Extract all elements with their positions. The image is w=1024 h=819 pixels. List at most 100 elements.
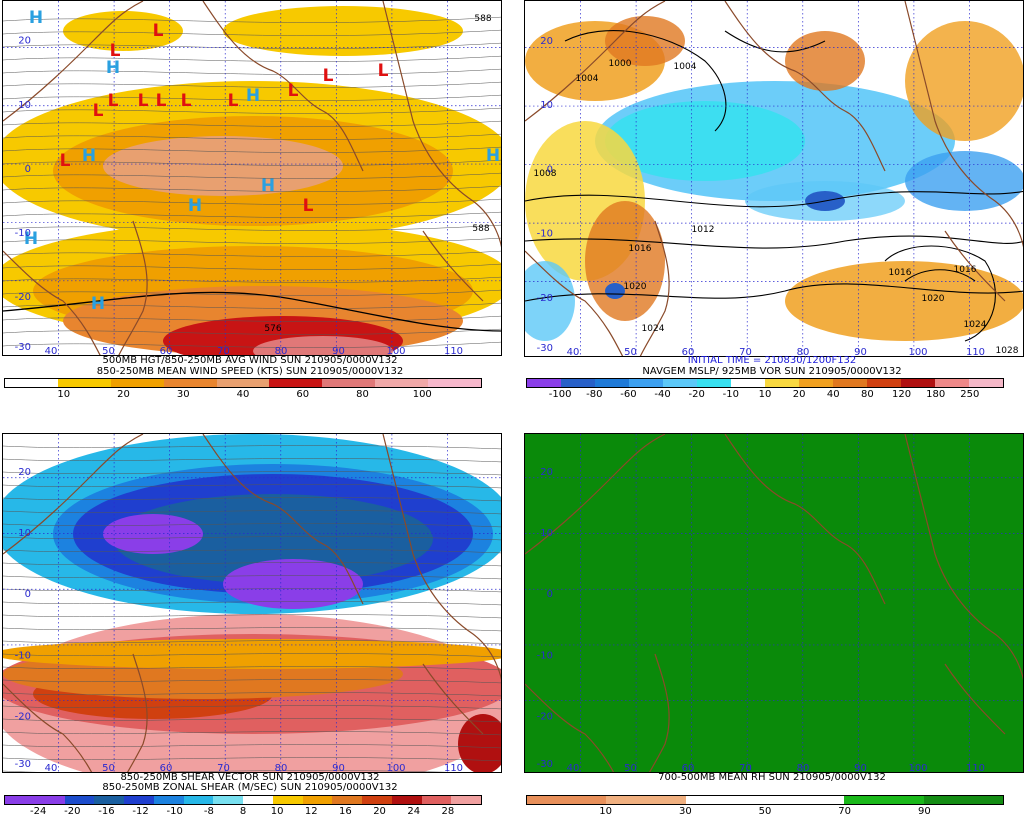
isobar-label: 1012 bbox=[692, 225, 715, 235]
lon-label: 60 bbox=[682, 347, 695, 357]
legend-swatch bbox=[332, 796, 362, 804]
lon-label: 80 bbox=[275, 346, 288, 356]
legend-swatch bbox=[969, 379, 1003, 387]
streamline bbox=[3, 263, 501, 270]
lat-label: -10 bbox=[537, 229, 553, 240]
legend-swatch bbox=[561, 379, 595, 387]
legend-swatch bbox=[243, 796, 273, 804]
lat-label: 20 bbox=[18, 36, 31, 47]
shaded-field bbox=[585, 201, 665, 321]
high-pressure-symbol: H bbox=[91, 294, 105, 314]
legend-swatch bbox=[190, 379, 217, 387]
panel-wind-speed: 588 588 576 H H H H H H H H H L L L L L L L L L L L L L 20 10 0 -10-… bbox=[0, 0, 502, 401]
coastline bbox=[525, 683, 615, 772]
legend-swatch bbox=[606, 796, 647, 804]
legend-tick-label: -20 bbox=[64, 806, 81, 817]
shaded-field bbox=[458, 714, 501, 772]
legend-swatch bbox=[629, 379, 663, 387]
isobar-label: 1008 bbox=[534, 169, 557, 179]
legend-swatch bbox=[31, 379, 58, 387]
lon-label: 60 bbox=[682, 763, 695, 773]
legend-tick-label: 10 bbox=[599, 806, 613, 817]
lon-label: 50 bbox=[102, 763, 115, 773]
legend-swatch bbox=[844, 796, 885, 804]
legend-swatch bbox=[269, 379, 296, 387]
legend-tick-label: -40 bbox=[654, 389, 671, 400]
shaded-field bbox=[785, 261, 1023, 341]
coastline bbox=[118, 220, 148, 355]
legend-swatch bbox=[375, 379, 402, 387]
streamline bbox=[3, 55, 501, 62]
legend-swatch bbox=[527, 379, 561, 387]
streamline bbox=[3, 120, 501, 127]
legend-tick-label: 30 bbox=[176, 389, 190, 400]
streamline bbox=[3, 133, 501, 140]
shear-vector-line bbox=[3, 705, 501, 710]
coastline bbox=[525, 434, 666, 555]
lat-label: -20 bbox=[15, 292, 31, 303]
high-pressure-symbol: H bbox=[261, 176, 275, 196]
lat-label: -10 bbox=[15, 650, 31, 661]
isobar-label: 1000 bbox=[609, 59, 632, 69]
coastline bbox=[724, 1, 886, 172]
legend-tick-label: 80 bbox=[861, 389, 874, 400]
lon-label: 100 bbox=[908, 763, 927, 773]
legend-swatch bbox=[527, 796, 567, 804]
lat-label: 0 bbox=[25, 589, 31, 600]
lon-label: 100 bbox=[386, 763, 405, 773]
legend-tick-label: 24 bbox=[407, 806, 421, 817]
shaded-field bbox=[103, 136, 343, 196]
streamline bbox=[3, 107, 501, 114]
low-pressure-symbol: L bbox=[303, 196, 314, 216]
shaded-field bbox=[605, 283, 625, 299]
coastline bbox=[3, 1, 144, 122]
shaded-field bbox=[905, 151, 1023, 211]
lat-label: -30 bbox=[537, 343, 553, 354]
contour-label: 588 bbox=[472, 224, 489, 234]
panel-mslp-vorticity: 1004 1000 1004 1008 1016 1012 1016 1020 1024 1016… bbox=[522, 0, 1024, 400]
legend-tick-labels: 10 20 30 40 60 80 100 bbox=[4, 389, 482, 401]
lon-label: 70 bbox=[217, 763, 230, 773]
shear-vector-line bbox=[3, 627, 501, 632]
legend-tick-label: -8 bbox=[203, 806, 214, 817]
map-zonal-shear: 20 10 0 -10 -20 -30 40 50 60 70 80 90 100 110 bbox=[2, 433, 502, 773]
lon-label: 90 bbox=[332, 346, 345, 356]
legend-swatch bbox=[867, 379, 901, 387]
coastline bbox=[382, 434, 501, 681]
low-pressure-symbol: L bbox=[288, 81, 299, 101]
shear-vector-line bbox=[3, 744, 501, 749]
caption-line-2: NAVGEM MSLP/ 925MB VOR SUN 210905/0000V1… bbox=[642, 366, 902, 377]
caption-line-1: 500MB HGT/850-250MB AVG WIND SUN 210905/… bbox=[102, 355, 398, 366]
legend-swatch bbox=[124, 796, 154, 804]
legend-swatch bbox=[110, 379, 138, 387]
legend-swatch bbox=[646, 796, 686, 804]
legend-swatch bbox=[137, 379, 164, 387]
coastline bbox=[904, 1, 1023, 248]
high-pressure-symbol: H bbox=[246, 86, 260, 106]
lat-label: 0 bbox=[547, 589, 553, 600]
caption-init-time: INITIAL TIME = 210830/1200F132 bbox=[687, 355, 857, 366]
isobar-label: 1016 bbox=[954, 265, 977, 275]
low-pressure-symbol: L bbox=[323, 66, 334, 86]
shear-vector-line bbox=[3, 770, 448, 772]
legend-tick-label: 50 bbox=[758, 806, 772, 817]
lat-label: 20 bbox=[540, 36, 553, 47]
lat-label: -10 bbox=[15, 228, 31, 239]
legend-tick-label: 120 bbox=[892, 389, 912, 400]
color-legend-bar bbox=[4, 378, 482, 388]
legend-tick-label: -10 bbox=[166, 806, 183, 817]
isobar bbox=[724, 30, 826, 53]
high-pressure-symbol: H bbox=[486, 146, 500, 166]
contour-label: 588 bbox=[474, 14, 491, 24]
shaded-field bbox=[253, 336, 393, 355]
high-pressure-symbol: H bbox=[82, 146, 96, 166]
coastline bbox=[649, 653, 670, 772]
legend-tick-labels: 10 30 50 70 90 bbox=[526, 806, 1004, 818]
lat-label: 20 bbox=[540, 467, 553, 478]
legend-swatch bbox=[731, 379, 765, 387]
contour-label: 576 bbox=[264, 324, 281, 334]
lat-label: 20 bbox=[18, 467, 31, 478]
legend-tick-label: 60 bbox=[296, 389, 310, 400]
shear-vector-line bbox=[3, 471, 501, 476]
